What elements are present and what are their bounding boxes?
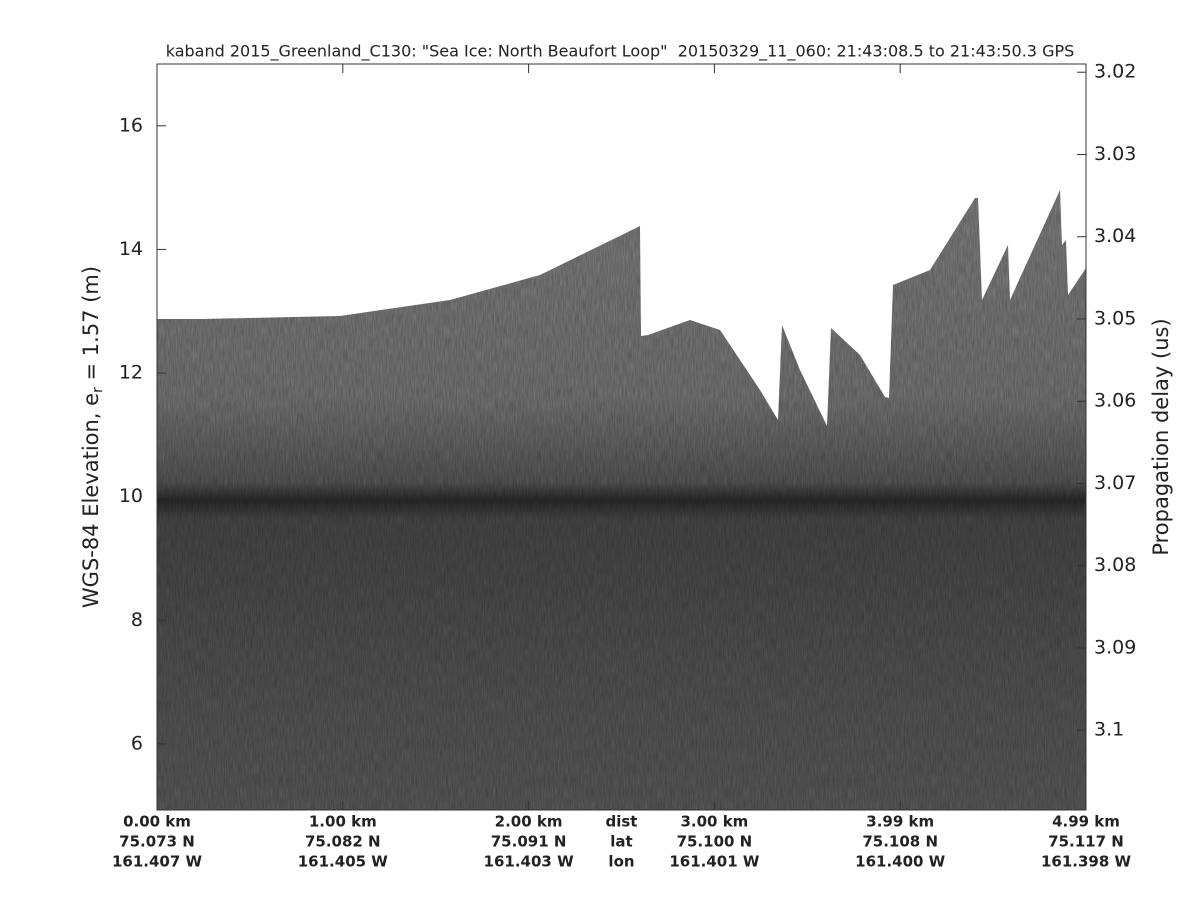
y-axis-label: WGS-84 Elevation, er = 1.57 (m) [79,266,106,608]
x-row-label: lat [610,833,632,851]
x-tick-label: 3.00 km [680,813,748,831]
x-tick-label: 75.108 N [862,833,938,851]
y2-tick-label: 3.04 [1094,225,1136,247]
x-tick-label: 161.403 W [484,853,575,871]
y-tick-label: 8 [131,609,143,631]
x-tick-label: 75.100 N [677,833,753,851]
x-tick-label: 75.082 N [305,833,381,851]
y2-tick-label: 3.05 [1094,307,1136,329]
y-tick-label: 6 [131,732,143,754]
plot-frame [156,63,1087,811]
echogram [157,64,1086,810]
x-tick-label: 161.398 W [1041,853,1132,871]
x-tick-label: 75.073 N [119,833,195,851]
chart-title: kaband 2015_Greenland_C130: "Sea Ice: No… [166,42,1075,62]
y2-tick-label: 3.09 [1094,636,1136,658]
y2-axis-label: Propagation delay (us) [1149,318,1173,555]
x-tick-label: 161.405 W [298,853,389,871]
x-tick-label: 75.091 N [491,833,567,851]
y-label-sub: r [90,387,106,393]
x-tick-label: 161.400 W [855,853,946,871]
x-tick-label: 75.117 N [1048,833,1124,851]
x-tick-label: 0.00 km [123,813,191,831]
y2-tick-label: 3.02 [1094,61,1136,83]
x-tick-label: 161.401 W [669,853,760,871]
y2-tick-label: 3.08 [1094,554,1136,576]
x-tick-label: 2.00 km [495,813,563,831]
x-tick-label: 161.407 W [112,853,203,871]
y2-tick-label: 3.06 [1094,390,1136,412]
y2-tick-label: 3.03 [1094,143,1136,165]
y-tick-label: 10 [119,485,143,507]
y-tick-label: 14 [119,238,143,260]
y-tick-label: 16 [119,114,143,136]
y-label-part: = 1.57 (m) [79,266,103,387]
x-tick-label: 4.99 km [1052,813,1120,831]
y-tick-label: 12 [119,362,143,384]
x-row-label: dist [606,813,638,831]
y2-tick-label: 3.1 [1094,719,1124,741]
y2-tick-label: 3.07 [1094,472,1136,494]
x-tick-label: 1.00 km [309,813,377,831]
x-tick-label: 3.99 km [866,813,934,831]
y-label-part: WGS-84 Elevation, e [79,393,103,608]
x-row-label: lon [608,853,634,871]
